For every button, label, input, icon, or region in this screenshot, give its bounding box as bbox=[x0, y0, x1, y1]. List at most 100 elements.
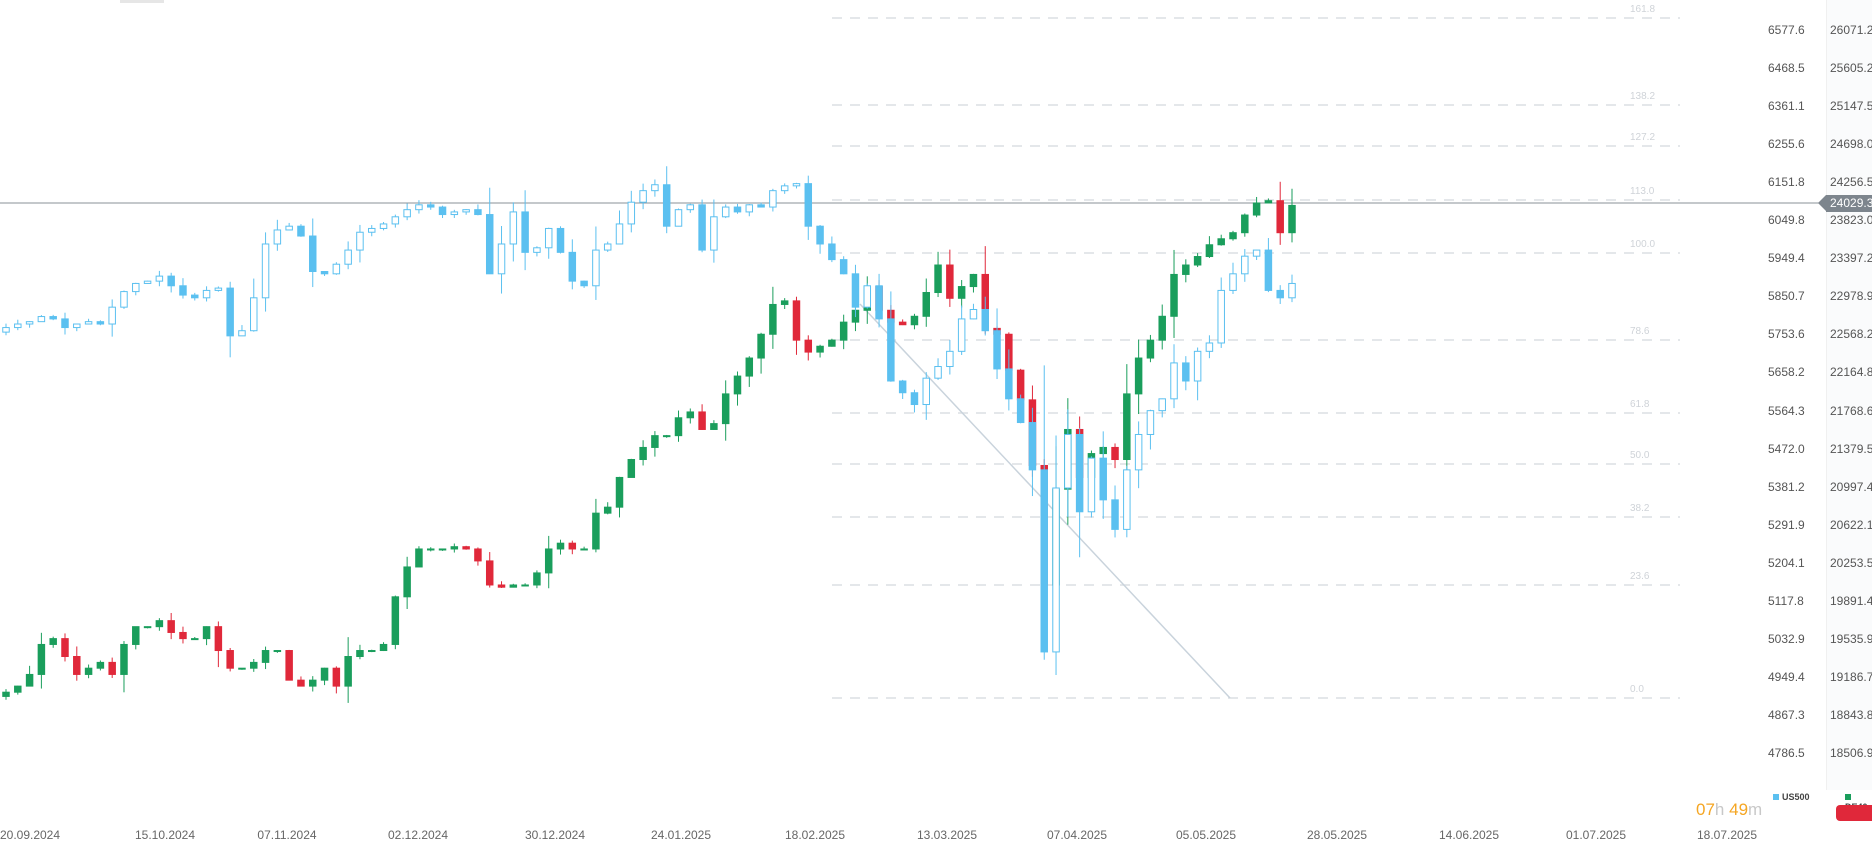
us500-candle bbox=[875, 285, 883, 320]
de40-candle bbox=[497, 584, 506, 588]
de40-candle bbox=[332, 667, 341, 687]
sell-button[interactable] bbox=[1836, 805, 1872, 821]
us500-candle bbox=[61, 318, 69, 329]
fibonacci-level-label: 61.8 bbox=[1630, 399, 1650, 410]
date-tick-label: 30.12.2024 bbox=[524, 828, 586, 842]
us500-candle bbox=[309, 235, 317, 273]
us500-candle bbox=[367, 227, 376, 233]
us500-candle bbox=[179, 285, 187, 296]
de40-candle bbox=[1288, 204, 1296, 234]
us500-candle bbox=[474, 209, 482, 216]
price-tick-label: 5117.8 bbox=[1768, 593, 1804, 608]
legend-us500[interactable]: US500 bbox=[1773, 792, 1810, 802]
us500-candle bbox=[580, 280, 588, 287]
us500-candle bbox=[1087, 457, 1096, 513]
us500-candle bbox=[49, 316, 57, 320]
price-tick-label: 25605.2 bbox=[1830, 61, 1872, 76]
de40-candle bbox=[285, 650, 293, 681]
de40-candle bbox=[568, 542, 577, 550]
us500-candle bbox=[533, 247, 541, 253]
de40-candle bbox=[132, 626, 140, 645]
us500-candle bbox=[521, 211, 529, 253]
us500-candle bbox=[851, 273, 860, 308]
us500-candle bbox=[2, 327, 10, 333]
price-tick-label: 20997.4 bbox=[1830, 479, 1872, 494]
de40-candle bbox=[721, 393, 730, 425]
de40-candle bbox=[686, 411, 695, 419]
countdown-h-unit: h bbox=[1714, 800, 1725, 819]
us500-candle bbox=[261, 243, 270, 299]
us500-candle bbox=[1123, 469, 1131, 530]
de40-candle bbox=[1229, 232, 1237, 240]
de40-candle bbox=[639, 446, 647, 461]
de40-candle bbox=[922, 292, 931, 317]
de40-candle bbox=[651, 435, 659, 448]
us500-candle bbox=[1028, 422, 1037, 471]
de40-candle bbox=[521, 584, 529, 587]
us500-candle bbox=[1288, 282, 1296, 299]
us500-candle bbox=[721, 206, 730, 218]
us500-candle bbox=[450, 211, 459, 216]
us500-candle bbox=[509, 211, 518, 245]
de40-candle bbox=[828, 339, 836, 347]
us500-candle bbox=[1193, 350, 1202, 382]
de40-candle bbox=[1158, 315, 1166, 341]
de40-candle bbox=[1276, 200, 1284, 234]
de40-candle bbox=[816, 345, 824, 353]
price-tick-label: 5032.9 bbox=[1768, 631, 1805, 646]
de40-candle bbox=[1241, 214, 1249, 234]
de40-candle bbox=[25, 673, 34, 687]
fibonacci-level-label: 23.6 bbox=[1630, 571, 1650, 582]
us500-candle bbox=[391, 216, 400, 225]
date-tick-label: 20.09.2024 bbox=[0, 828, 61, 842]
de40-candle bbox=[462, 546, 470, 550]
de40-candle bbox=[37, 643, 46, 675]
us500-candle bbox=[25, 321, 34, 325]
de40-candle bbox=[14, 685, 22, 693]
price-tick-label: 20622.1 bbox=[1830, 517, 1872, 532]
date-tick-label: 13.03.2025 bbox=[916, 828, 978, 842]
price-tick-label: 26071.2 bbox=[1830, 23, 1872, 37]
price-tick-label: 5753.6 bbox=[1768, 327, 1805, 342]
us500-candle bbox=[556, 227, 565, 253]
de40-candle bbox=[297, 679, 305, 687]
us500-candle bbox=[816, 225, 824, 245]
de40-candle bbox=[1111, 446, 1119, 461]
us500-candle bbox=[1052, 487, 1060, 653]
us500-candle bbox=[1146, 410, 1155, 435]
us500-candle bbox=[1205, 342, 1214, 352]
de40-candle bbox=[674, 417, 683, 437]
de40-candle bbox=[309, 679, 317, 687]
price-axis-de40[interactable] bbox=[1826, 0, 1872, 790]
price-tick-label: 20253.5 bbox=[1830, 555, 1872, 570]
legend-label: US500 bbox=[1782, 792, 1810, 802]
candle-countdown: 07h 49m bbox=[1696, 800, 1762, 820]
de40-candle bbox=[415, 548, 423, 568]
us500-candle bbox=[462, 209, 470, 213]
de40-candle bbox=[367, 650, 376, 653]
price-tick-label: 6468.5 bbox=[1768, 61, 1805, 76]
price-tick-label: 5658.2 bbox=[1768, 365, 1805, 380]
de40-candle bbox=[627, 459, 636, 478]
price-tick-label: 18506.9 bbox=[1830, 746, 1872, 760]
de40-candle bbox=[1193, 256, 1202, 266]
de40-candle bbox=[214, 626, 223, 652]
us500-candle bbox=[297, 225, 305, 237]
us500-candle bbox=[1170, 362, 1178, 400]
us500-candle bbox=[120, 291, 128, 308]
us500-candle bbox=[1264, 249, 1273, 291]
price-tick-label: 5381.2 bbox=[1768, 479, 1805, 494]
us500-candle bbox=[745, 204, 754, 213]
de40-candle bbox=[250, 661, 258, 669]
us500-candle bbox=[344, 249, 352, 265]
price-tick-label: 21379.5 bbox=[1830, 441, 1872, 456]
de40-candle bbox=[934, 264, 942, 294]
price-tick-label: 5949.4 bbox=[1768, 251, 1805, 266]
price-tick-label: 5291.9 bbox=[1768, 517, 1805, 532]
us500-candle bbox=[769, 190, 777, 208]
us500-candle bbox=[792, 183, 801, 187]
de40-candle bbox=[804, 339, 813, 353]
us500-candle bbox=[828, 243, 836, 261]
de40-candle bbox=[202, 626, 211, 640]
